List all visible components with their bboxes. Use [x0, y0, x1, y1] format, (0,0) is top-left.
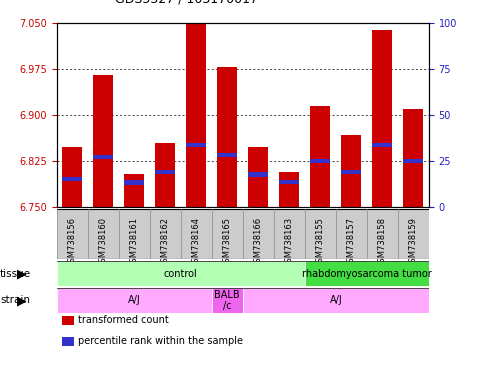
- Bar: [124, 180, 144, 185]
- Bar: [217, 67, 237, 207]
- Bar: [248, 172, 268, 177]
- Bar: [336, 209, 367, 259]
- Text: GSM738160: GSM738160: [99, 217, 108, 268]
- Text: GSM738165: GSM738165: [223, 217, 232, 268]
- Bar: [341, 135, 361, 207]
- Text: GSM738166: GSM738166: [254, 217, 263, 268]
- Bar: [212, 209, 243, 259]
- Bar: [88, 209, 119, 259]
- Text: ▶: ▶: [17, 267, 27, 280]
- Bar: [274, 209, 305, 259]
- Text: BALB
/c: BALB /c: [214, 290, 240, 311]
- Bar: [186, 23, 207, 207]
- Text: GSM738158: GSM738158: [378, 217, 387, 268]
- Text: strain: strain: [0, 295, 30, 306]
- Bar: [62, 177, 82, 181]
- Bar: [341, 170, 361, 174]
- Text: GDS5527 / 103170017: GDS5527 / 103170017: [115, 0, 258, 6]
- Bar: [403, 109, 423, 207]
- Bar: [310, 106, 330, 207]
- Bar: [186, 143, 207, 147]
- Bar: [57, 261, 305, 286]
- Text: A/J: A/J: [128, 295, 141, 306]
- Text: GSM738155: GSM738155: [316, 217, 325, 268]
- Bar: [305, 209, 336, 259]
- Bar: [217, 153, 237, 157]
- Text: GSM738162: GSM738162: [161, 217, 170, 268]
- Bar: [243, 209, 274, 259]
- Text: percentile rank within the sample: percentile rank within the sample: [78, 336, 243, 346]
- Text: ▶: ▶: [17, 294, 27, 307]
- Text: control: control: [164, 268, 198, 279]
- Text: GSM738161: GSM738161: [130, 217, 139, 268]
- Bar: [403, 159, 423, 163]
- Bar: [124, 174, 144, 207]
- Bar: [155, 143, 176, 207]
- Text: GSM738163: GSM738163: [285, 217, 294, 268]
- Bar: [372, 30, 392, 207]
- Bar: [93, 155, 113, 159]
- Bar: [181, 209, 212, 259]
- Bar: [57, 288, 212, 313]
- Bar: [57, 209, 88, 259]
- Bar: [93, 75, 113, 207]
- Text: GSM738159: GSM738159: [409, 217, 418, 268]
- Bar: [248, 147, 268, 207]
- Text: transformed count: transformed count: [78, 315, 169, 325]
- Text: tissue: tissue: [0, 268, 31, 279]
- Bar: [62, 147, 82, 207]
- Bar: [119, 209, 150, 259]
- Text: GSM738157: GSM738157: [347, 217, 356, 268]
- Bar: [367, 209, 398, 259]
- Bar: [398, 209, 429, 259]
- Bar: [279, 172, 299, 207]
- Bar: [155, 170, 176, 174]
- Bar: [372, 143, 392, 147]
- Text: GSM738164: GSM738164: [192, 217, 201, 268]
- Bar: [279, 180, 299, 184]
- Bar: [150, 209, 181, 259]
- Text: rhabdomyosarcoma tumor: rhabdomyosarcoma tumor: [302, 268, 432, 279]
- Text: GSM738156: GSM738156: [68, 217, 77, 268]
- Text: A/J: A/J: [329, 295, 342, 306]
- Bar: [305, 261, 429, 286]
- Bar: [310, 159, 330, 163]
- Bar: [243, 288, 429, 313]
- Bar: [212, 288, 243, 313]
